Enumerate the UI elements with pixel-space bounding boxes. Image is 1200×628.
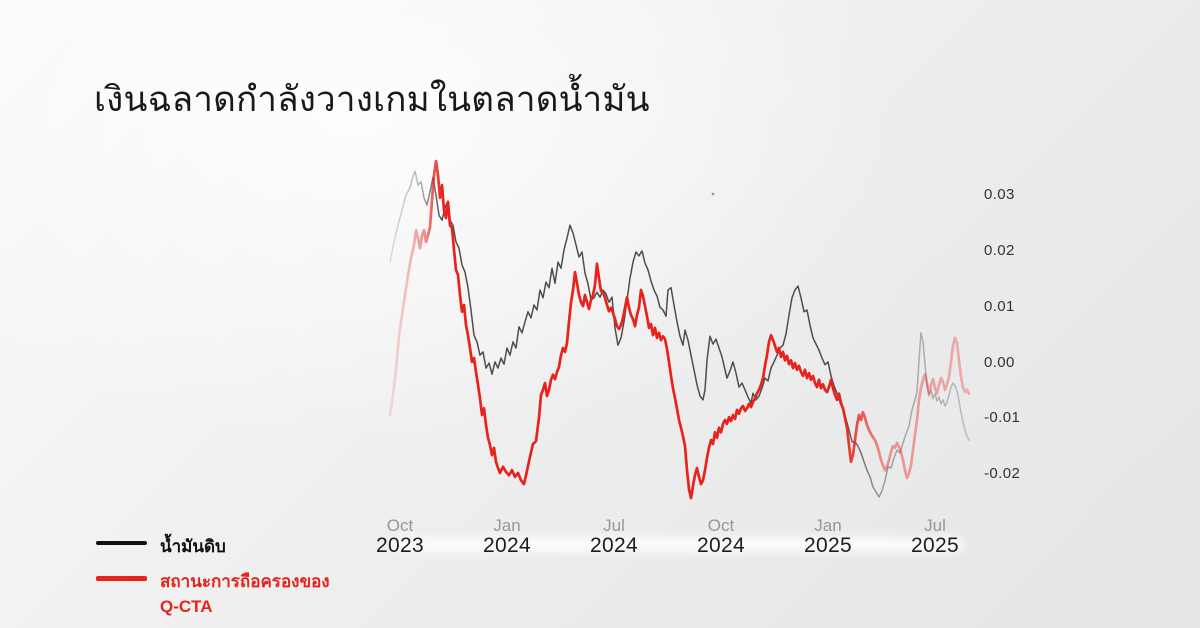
- y-tick: -0.02: [984, 465, 1021, 483]
- x-tick: Oct 2023: [376, 517, 424, 557]
- x-tick-year: 2024: [483, 533, 531, 557]
- x-tick: Oct 2024: [697, 517, 745, 557]
- crude-oil-line: [389, 170, 970, 498]
- x-tick-month: Oct: [386, 516, 414, 535]
- x-tick: Jul 2024: [590, 517, 638, 557]
- y-tick: -0.01: [984, 409, 1021, 427]
- legend-item-qcta: สถานะการถือครองของ Q-CTA: [96, 569, 330, 620]
- x-tick-year: 2024: [590, 533, 638, 557]
- x-tick: Jan 2025: [804, 517, 852, 557]
- x-tick-month: Oct: [707, 516, 735, 535]
- legend-label-qcta-line2: Q-CTA: [160, 597, 213, 616]
- x-tick-month: Jan: [493, 516, 521, 535]
- x-tick-month: Jul: [924, 516, 946, 535]
- qcta-swatch-line: [96, 575, 147, 581]
- legend-label-qcta: สถานะการถือครองของ Q-CTA: [160, 569, 330, 620]
- x-tick-month: Jan: [814, 516, 842, 535]
- page-title: เงินฉลาดกำลังวางเกมในตลาดน้ำมัน: [94, 80, 650, 119]
- x-tick-month: Jul: [603, 516, 625, 535]
- x-tick-year: 2025: [911, 533, 959, 557]
- y-tick: 0.00: [984, 353, 1015, 371]
- y-tick: 0.03: [984, 186, 1015, 204]
- x-axis-highlight-band: [392, 537, 964, 552]
- x-tick: Jul 2025: [911, 517, 959, 557]
- qcta-position-line: [388, 159, 971, 500]
- x-tick-year: 2023: [376, 533, 424, 557]
- legend: น้ำมันดิบ สถานะการถือครองของ Q-CTA: [96, 534, 330, 628]
- x-tick-year: 2025: [804, 533, 852, 557]
- legend-label-crude-oil: น้ำมันดิบ: [160, 537, 226, 556]
- legend-item-crude-oil: น้ำมันดิบ: [96, 534, 330, 560]
- x-tick: Jan 2024: [483, 517, 531, 557]
- speck-dot: [711, 192, 715, 196]
- crude-oil-swatch-line: [96, 541, 147, 545]
- x-tick-year: 2024: [697, 533, 745, 557]
- y-tick: 0.01: [984, 297, 1015, 315]
- y-tick: 0.02: [984, 241, 1015, 259]
- legend-label-qcta-line1: สถานะการถือครองของ: [160, 571, 330, 591]
